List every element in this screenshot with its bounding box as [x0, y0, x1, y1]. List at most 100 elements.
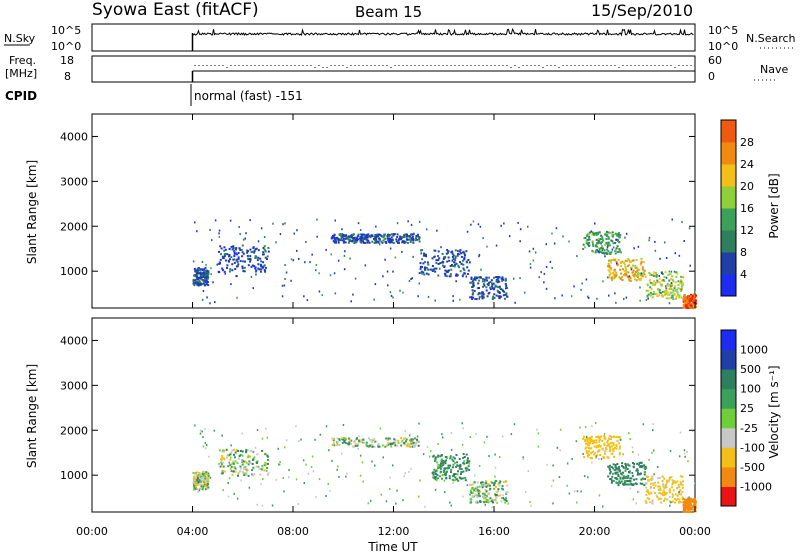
scatter-cell: [478, 292, 481, 295]
scatter-cell: [465, 462, 468, 464]
scatter-cell: [666, 498, 669, 501]
scatter-cell: [469, 296, 472, 299]
plot-title: Syowa East (fitACF): [92, 0, 259, 20]
scatter-cell: [279, 233, 282, 236]
scatter-cell: [607, 465, 610, 468]
scatter-cell: [566, 484, 568, 487]
scatter-cell: [418, 236, 421, 239]
scatter-cell: [239, 260, 242, 263]
scatter-cell: [415, 442, 418, 444]
scatter-cell: [648, 271, 651, 274]
scatter-cell: [266, 258, 268, 261]
nave-dot: [374, 65, 376, 66]
scatter-cell: [602, 280, 604, 283]
scatter-cell: [496, 276, 499, 278]
scatter-cell: [373, 242, 376, 244]
scatter-cell: [639, 272, 642, 275]
scatter-cell: [204, 274, 207, 277]
scatter-cell: [462, 263, 465, 266]
scatter-cell: [618, 248, 621, 250]
scatter-cell: [217, 463, 220, 466]
scatter-cell: [196, 476, 199, 479]
scatter-cell: [650, 274, 653, 276]
scatter-cell: [439, 455, 442, 458]
scatter-cell: [284, 264, 286, 267]
scatter-cell: [366, 235, 369, 238]
scatter-cell: [468, 469, 471, 471]
scatter-cell: [338, 233, 341, 236]
scatter-cell: [655, 292, 658, 295]
scatter-cell: [588, 244, 591, 247]
scatter-cell: [629, 483, 631, 486]
scatter-cell: [463, 252, 466, 255]
scatter-cell: [386, 439, 389, 442]
scatter-cell: [491, 506, 493, 509]
scatter-cell: [631, 474, 634, 477]
scatter-cell: [627, 474, 630, 477]
scatter-cell: [193, 488, 195, 491]
scatter-cell: [653, 486, 656, 489]
scatter-cell: [281, 295, 284, 298]
scatter-cell: [622, 474, 624, 477]
scatter-cell: [679, 483, 682, 486]
scatter-cell: [682, 510, 685, 513]
scatter-cell: [494, 485, 497, 488]
colorbar-segment: [721, 142, 736, 165]
nave-dot: [386, 65, 388, 66]
scatter-cell: [446, 249, 449, 251]
scatter-cell: [599, 238, 602, 241]
scatter-cell: [493, 286, 496, 289]
scatter-cell: [412, 241, 415, 244]
scatter-cell: [683, 294, 686, 297]
scatter-cell: [598, 449, 601, 452]
scatter-cell: [330, 237, 333, 240]
scatter-cell: [284, 222, 286, 225]
scatter-cell: [342, 424, 345, 426]
scatter-cell: [641, 464, 644, 467]
scatter-cell: [221, 255, 224, 258]
x-tick-label: 16:00: [478, 525, 510, 538]
scatter-cell: [201, 274, 204, 277]
scatter-cell: [219, 465, 222, 468]
scatter-cell: [345, 475, 347, 478]
scatter-cell: [348, 235, 351, 238]
scatter-cell: [596, 454, 599, 457]
scatter-cell: [235, 265, 238, 268]
scatter-cell: [197, 475, 200, 478]
scatter-cell: [506, 295, 509, 298]
scatter-cell: [390, 445, 393, 448]
scatter-cell: [624, 259, 627, 262]
scatter-cell: [233, 255, 236, 257]
velocity-marks: [192, 422, 697, 514]
scatter-cell: [623, 298, 625, 300]
scatter-cell: [595, 436, 598, 438]
scatter-cell: [418, 220, 421, 223]
scatter-cell: [230, 451, 233, 454]
scatter-cell: [448, 259, 451, 262]
scatter-cell: [437, 250, 440, 253]
scatter-cell: [361, 233, 364, 236]
scatter-cell: [590, 230, 593, 233]
scatter-cell: [205, 269, 207, 272]
scatter-cell: [338, 444, 341, 446]
scatter-cell: [682, 480, 684, 483]
scatter-cell: [609, 449, 611, 452]
scatter-cell: [615, 247, 618, 250]
scatter-cell: [650, 288, 653, 291]
scatter-cell: [344, 250, 346, 253]
scatter-cell: [194, 479, 196, 482]
scatter-cell: [474, 279, 477, 282]
scatter-cell: [196, 269, 199, 272]
scatter-cell: [199, 276, 202, 279]
scatter-cell: [413, 437, 416, 440]
scatter-cell: [601, 241, 604, 244]
scatter-cell: [619, 482, 622, 485]
scatter-cell: [595, 441, 598, 444]
scatter-cell: [692, 303, 695, 306]
scatter-cell: [434, 249, 437, 252]
scatter-cell: [392, 464, 394, 467]
scatter-cell: [653, 473, 655, 476]
scatter-cell: [636, 473, 639, 476]
scatter-cell: [658, 294, 661, 297]
scatter-cell: [455, 280, 457, 283]
